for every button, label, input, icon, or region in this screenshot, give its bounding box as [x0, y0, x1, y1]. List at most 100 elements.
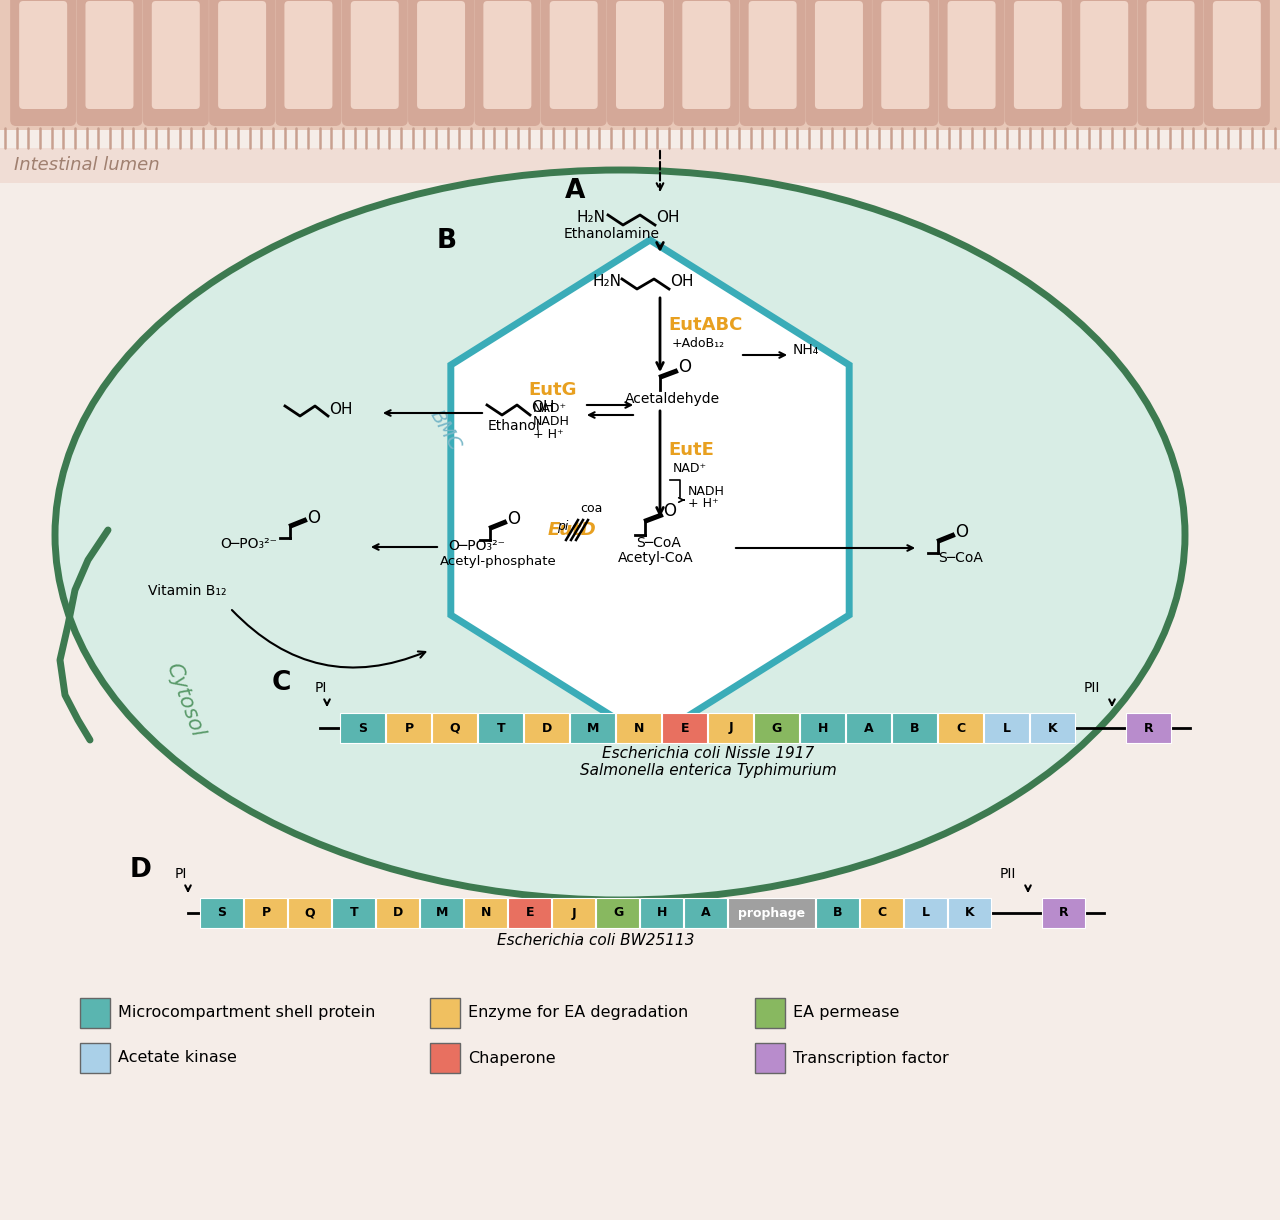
Text: Q: Q: [305, 906, 315, 920]
Bar: [200, 898, 243, 928]
Bar: [948, 898, 991, 928]
Bar: [465, 898, 507, 928]
Text: Acetaldehyde: Acetaldehyde: [625, 392, 721, 406]
Text: R: R: [1144, 721, 1153, 734]
Bar: [244, 898, 287, 928]
Text: prophage: prophage: [739, 906, 805, 920]
Text: pi: pi: [557, 520, 568, 533]
FancyBboxPatch shape: [10, 0, 76, 126]
FancyBboxPatch shape: [1005, 0, 1071, 126]
Text: D: D: [131, 856, 152, 883]
FancyBboxPatch shape: [549, 1, 598, 109]
Bar: [552, 898, 595, 928]
Text: S─CoA: S─CoA: [938, 551, 983, 565]
FancyBboxPatch shape: [1213, 1, 1261, 109]
Text: NAD⁺: NAD⁺: [673, 462, 707, 475]
Text: G: G: [772, 721, 782, 734]
Text: OH: OH: [329, 401, 352, 416]
Text: O: O: [955, 523, 968, 540]
Bar: [376, 898, 419, 928]
FancyBboxPatch shape: [284, 1, 333, 109]
Text: S─CoA: S─CoA: [636, 536, 681, 550]
Text: EutABC: EutABC: [668, 316, 742, 334]
Bar: [570, 712, 614, 743]
Text: NADH: NADH: [689, 486, 724, 498]
FancyBboxPatch shape: [740, 0, 805, 126]
Text: A: A: [701, 906, 710, 920]
Text: +AdoB₁₂: +AdoB₁₂: [672, 337, 726, 350]
Text: Cytosol: Cytosol: [163, 660, 207, 739]
Bar: [0, 0, 1280, 131]
Text: Transcription factor: Transcription factor: [794, 1050, 948, 1065]
Bar: [616, 712, 660, 743]
Text: R: R: [1059, 906, 1069, 920]
FancyBboxPatch shape: [1080, 1, 1128, 109]
Text: O─PO₃²⁻: O─PO₃²⁻: [220, 537, 276, 551]
Bar: [596, 898, 639, 928]
Text: M: M: [435, 906, 448, 920]
Text: PI: PI: [175, 867, 187, 881]
Text: C: C: [877, 906, 887, 920]
Text: E: E: [681, 721, 689, 734]
Bar: [662, 712, 707, 743]
FancyBboxPatch shape: [19, 1, 67, 109]
FancyBboxPatch shape: [881, 1, 929, 109]
Text: K: K: [1048, 721, 1057, 734]
Bar: [755, 1043, 785, 1074]
Text: B: B: [833, 906, 842, 920]
Text: N: N: [481, 906, 492, 920]
Text: Acetyl-phosphate: Acetyl-phosphate: [440, 555, 557, 569]
Bar: [340, 712, 385, 743]
Text: OH: OH: [669, 274, 694, 289]
Ellipse shape: [55, 170, 1185, 900]
Text: L: L: [922, 906, 931, 920]
Text: D: D: [541, 721, 552, 734]
FancyBboxPatch shape: [1204, 0, 1270, 126]
Text: B: B: [436, 228, 457, 254]
FancyBboxPatch shape: [351, 1, 399, 109]
Text: EA permease: EA permease: [794, 1005, 900, 1020]
Bar: [684, 898, 727, 928]
Text: E: E: [526, 906, 534, 920]
Text: T: T: [497, 721, 506, 734]
FancyBboxPatch shape: [673, 0, 740, 126]
Bar: [420, 898, 463, 928]
Bar: [79, 998, 110, 1028]
FancyBboxPatch shape: [209, 0, 275, 126]
Bar: [817, 898, 859, 928]
Text: J: J: [728, 721, 733, 734]
Text: NAD⁺: NAD⁺: [532, 403, 567, 415]
Text: PI: PI: [315, 681, 328, 695]
Text: Chaperone: Chaperone: [468, 1050, 556, 1065]
Polygon shape: [451, 240, 849, 741]
Text: Vitamin B₁₂: Vitamin B₁₂: [148, 584, 227, 598]
Text: A: A: [864, 721, 874, 734]
Text: S: S: [358, 721, 367, 734]
Text: + H⁺: + H⁺: [532, 428, 563, 440]
FancyBboxPatch shape: [749, 1, 796, 109]
Bar: [892, 712, 937, 743]
FancyBboxPatch shape: [417, 1, 465, 109]
Text: B: B: [910, 721, 920, 734]
Text: NH₄: NH₄: [794, 343, 819, 357]
Bar: [332, 898, 375, 928]
Bar: [860, 898, 902, 928]
Bar: [430, 998, 460, 1028]
Bar: [1126, 712, 1171, 743]
Bar: [288, 898, 332, 928]
Text: Acetyl-CoA: Acetyl-CoA: [618, 551, 694, 565]
Text: Ethanolamine: Ethanolamine: [564, 227, 660, 242]
FancyBboxPatch shape: [616, 1, 664, 109]
Text: coa: coa: [580, 501, 603, 515]
Text: M: M: [586, 721, 599, 734]
FancyBboxPatch shape: [77, 0, 142, 126]
Text: + H⁺: + H⁺: [689, 497, 718, 510]
FancyBboxPatch shape: [275, 0, 342, 126]
Text: PII: PII: [1084, 681, 1101, 695]
Bar: [728, 898, 815, 928]
FancyBboxPatch shape: [1071, 0, 1137, 126]
Text: C: C: [956, 721, 965, 734]
Text: OH: OH: [657, 211, 680, 226]
FancyBboxPatch shape: [1014, 1, 1062, 109]
Text: Acetate kinase: Acetate kinase: [118, 1050, 237, 1065]
